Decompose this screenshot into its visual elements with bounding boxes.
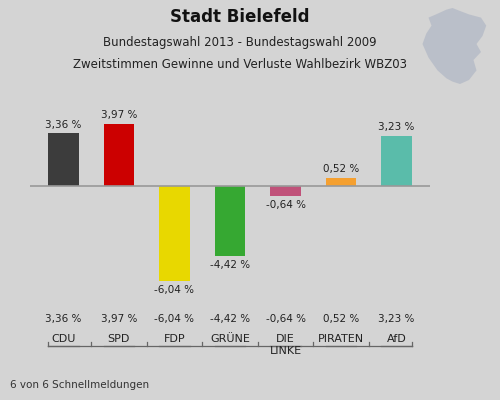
Text: 6 von 6 Schnellmeldungen: 6 von 6 Schnellmeldungen <box>10 380 149 390</box>
Polygon shape <box>422 8 486 84</box>
Bar <box>48 134 78 186</box>
Text: DIE
LINKE: DIE LINKE <box>270 334 302 356</box>
Text: -4,42 %: -4,42 % <box>210 314 250 324</box>
Text: 3,23 %: 3,23 % <box>378 122 415 132</box>
Text: 3,23 %: 3,23 % <box>378 314 415 324</box>
Text: 3,36 %: 3,36 % <box>45 120 82 130</box>
Text: 3,97 %: 3,97 % <box>100 110 137 120</box>
Text: -0,64 %: -0,64 % <box>266 314 306 324</box>
Bar <box>159 186 190 281</box>
Text: PIRATEN: PIRATEN <box>318 334 364 344</box>
Text: 0,52 %: 0,52 % <box>323 314 359 324</box>
Bar <box>326 178 356 186</box>
Text: Bundestagswahl 2013 - Bundestagswahl 2009: Bundestagswahl 2013 - Bundestagswahl 200… <box>103 36 377 49</box>
Text: 3,36 %: 3,36 % <box>45 314 82 324</box>
Text: CDU: CDU <box>51 334 76 344</box>
Bar <box>270 186 301 196</box>
Text: Stadt Bielefeld: Stadt Bielefeld <box>170 8 310 26</box>
Text: GRÜNE: GRÜNE <box>210 334 250 344</box>
Text: SPD: SPD <box>108 334 130 344</box>
Text: 0,52 %: 0,52 % <box>323 164 359 174</box>
Text: 3,97 %: 3,97 % <box>100 314 137 324</box>
Text: FDP: FDP <box>164 334 186 344</box>
Text: -4,42 %: -4,42 % <box>210 260 250 270</box>
Text: -6,04 %: -6,04 % <box>154 314 194 324</box>
Text: AfD: AfD <box>387 334 406 344</box>
Text: Zweitstimmen Gewinne und Verluste Wahlbezirk WBZ03: Zweitstimmen Gewinne und Verluste Wahlbe… <box>73 58 407 71</box>
Text: -6,04 %: -6,04 % <box>154 285 194 295</box>
Bar <box>382 136 412 186</box>
Bar <box>214 186 246 256</box>
Bar <box>104 124 134 186</box>
Text: -0,64 %: -0,64 % <box>266 200 306 210</box>
